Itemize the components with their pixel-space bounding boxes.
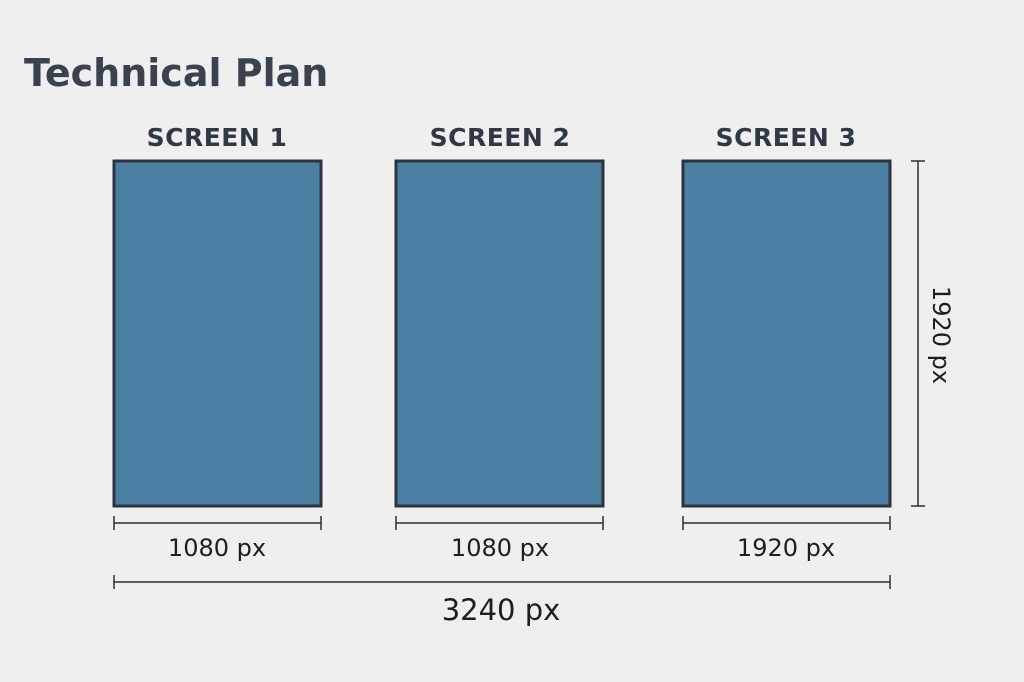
screen-group: SCREEN 2 1080 px bbox=[394, 123, 605, 562]
width-label: 1080 px bbox=[451, 534, 549, 562]
height-label: 1920 px bbox=[927, 286, 955, 384]
screen bbox=[394, 159, 605, 508]
width-label: 1920 px bbox=[737, 534, 835, 562]
total-dimension-group: 3240 px bbox=[113, 575, 891, 627]
screen bbox=[681, 159, 892, 508]
screen-group: SCREEN 3 1920 px bbox=[681, 123, 892, 562]
screen bbox=[112, 159, 323, 508]
height-dimension-group: 1920 px bbox=[911, 160, 955, 507]
title: Technical Plan bbox=[24, 51, 328, 95]
screen-group: SCREEN 1 1080 px bbox=[112, 123, 323, 562]
screen-label: SCREEN 2 bbox=[430, 123, 571, 152]
total-width-label: 3240 px bbox=[442, 593, 561, 627]
screen-label: SCREEN 3 bbox=[716, 123, 857, 152]
width-label: 1080 px bbox=[168, 534, 266, 562]
screen-label: SCREEN 1 bbox=[147, 123, 288, 152]
